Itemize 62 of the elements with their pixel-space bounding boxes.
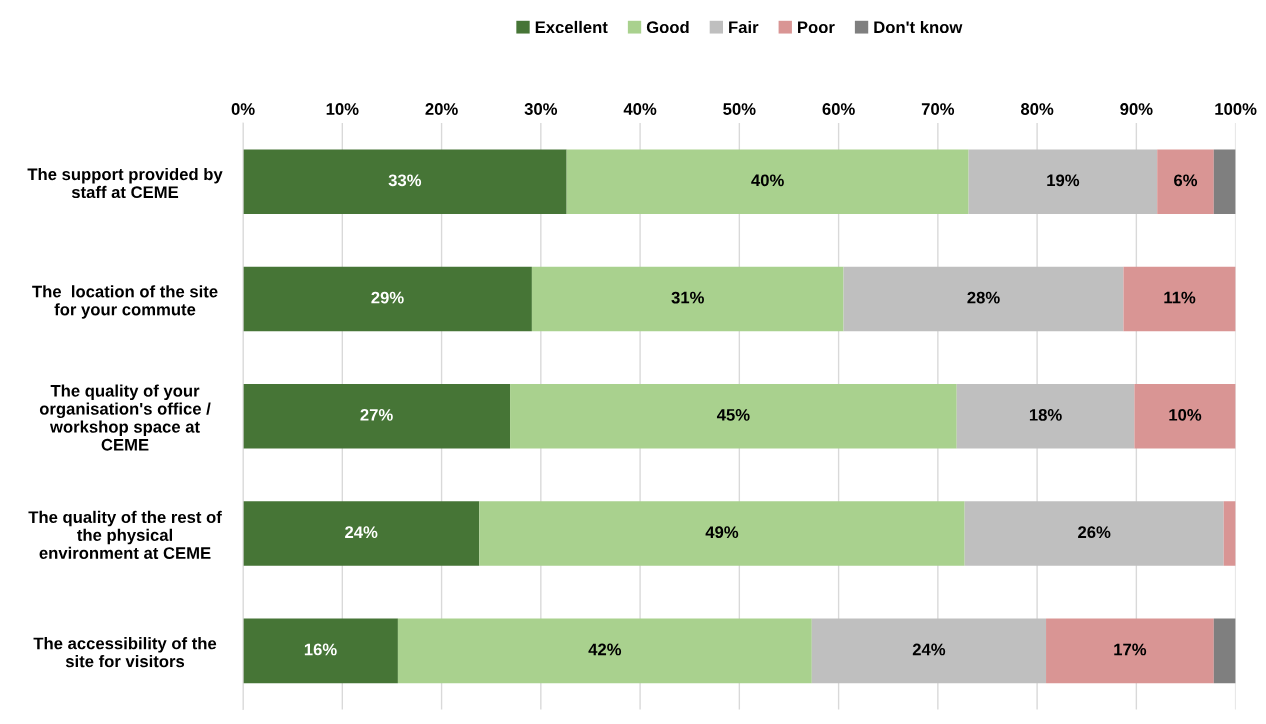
x-tick-label: 10% (326, 103, 359, 115)
x-tick-label: 100% (1215, 103, 1257, 115)
bar (1134, 384, 1236, 449)
bar (843, 266, 1124, 332)
x-tick-label: 20% (425, 103, 458, 115)
y-tick-label: The quality of your organisation's office / workshop space at CEME (39, 384, 211, 451)
data-label: 31% (671, 291, 704, 304)
data-label: 33% (388, 174, 422, 187)
legend-label: Don't know (874, 20, 963, 34)
x-tick-label: 60% (822, 103, 855, 115)
bar (968, 149, 1158, 214)
data-label: 24% (345, 526, 378, 539)
data-label: 11% (1164, 291, 1196, 304)
x-tick-label: 70% (921, 103, 955, 115)
data-label: 49% (705, 526, 739, 539)
data-label: 26% (1078, 526, 1111, 539)
bar (243, 384, 511, 449)
bar (1046, 618, 1214, 684)
bar (243, 618, 398, 684)
y-tick-label: The location of the site for your commute (32, 285, 218, 319)
y-tick-label: The accessibility of the site for visitors (33, 637, 217, 668)
y-tick-label: The support provided by staff at CEME (27, 167, 223, 199)
data-label: 16% (304, 643, 337, 656)
x-tick-label: 0% (231, 103, 255, 115)
data-label: 10% (1169, 408, 1202, 421)
data-label: 19% (1047, 174, 1080, 187)
x-tick-label: 40% (623, 103, 657, 115)
bar (1213, 618, 1236, 684)
data-label: 28% (967, 291, 1000, 304)
bar (397, 618, 812, 684)
data-label: 45% (716, 409, 750, 421)
data-label: 18% (1029, 408, 1062, 421)
data-label: 17% (1114, 643, 1147, 656)
bar (811, 618, 1047, 684)
bar (1213, 149, 1236, 214)
data-label: 6% (1174, 174, 1198, 187)
bar (243, 266, 532, 332)
data-label: 27% (360, 408, 393, 421)
data-label: 29% (371, 291, 404, 304)
x-tick-label: 80% (1020, 103, 1054, 115)
bar (1157, 149, 1214, 214)
legend-label: Excellent (535, 20, 608, 34)
data-label: 40% (751, 174, 784, 187)
bar (1223, 501, 1236, 566)
data-label: 42% (588, 643, 622, 656)
x-tick-label: 30% (524, 103, 558, 115)
bar (956, 384, 1135, 449)
bar (531, 266, 844, 332)
x-tick-label: 50% (723, 103, 756, 115)
bar (243, 149, 567, 214)
legend-label: Fair (729, 20, 759, 34)
bar (964, 501, 1224, 566)
bar (243, 501, 480, 566)
bar (510, 384, 957, 449)
legend-label: Poor (798, 21, 835, 34)
y-tick-label: The quality of the rest of the physical environment at CEME (28, 510, 222, 559)
bar (566, 149, 969, 214)
bar (479, 501, 965, 566)
data-label: 24% (912, 643, 946, 656)
bar (1123, 266, 1236, 332)
x-tick-label: 90% (1120, 103, 1153, 115)
legend-label: Good (646, 20, 689, 34)
